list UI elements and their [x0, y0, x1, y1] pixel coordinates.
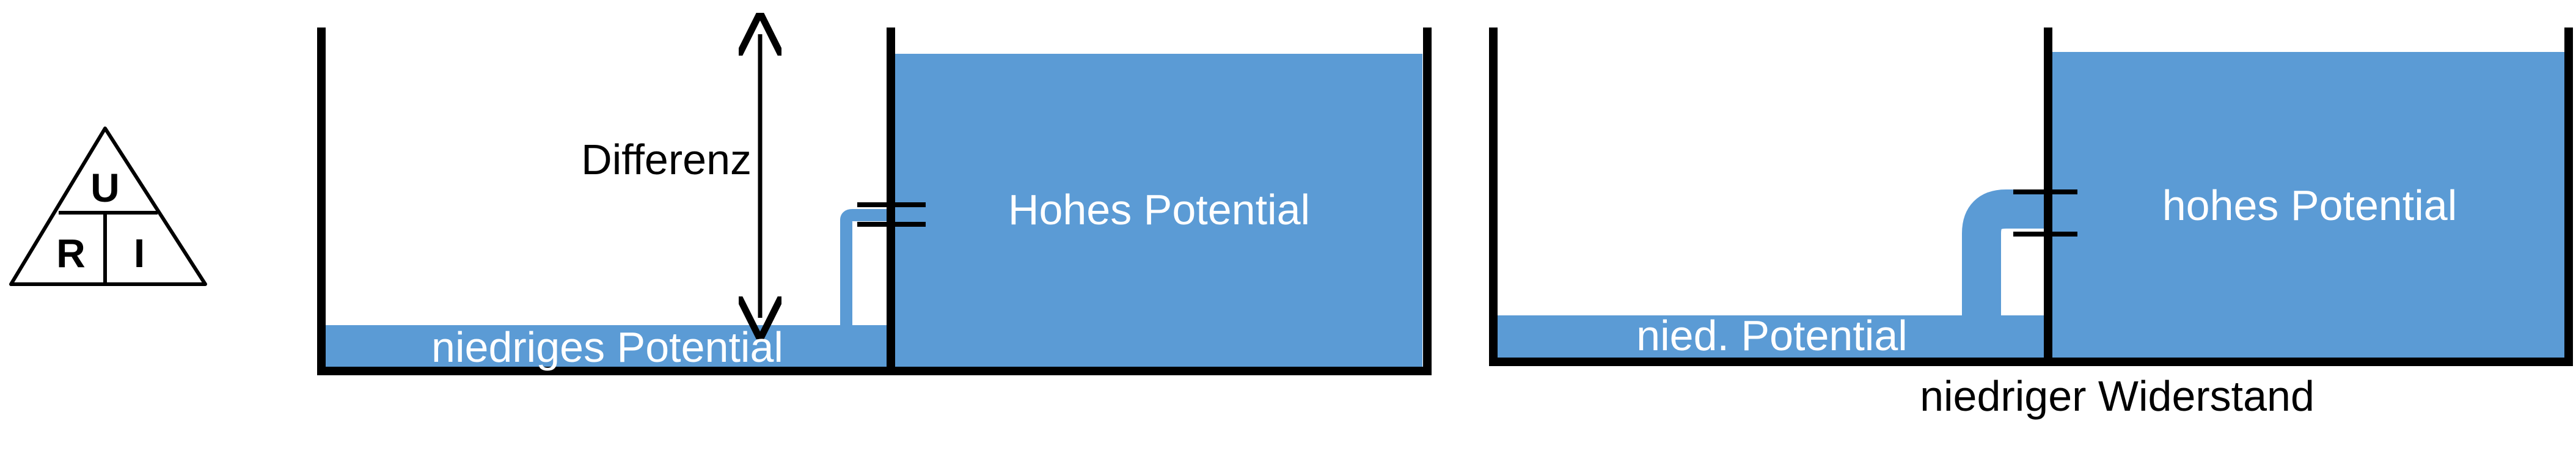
- triangle-letter-u: U: [90, 165, 120, 210]
- triangle-outline: [9, 127, 207, 286]
- right-caption: niedriger Widerstand: [1920, 372, 2314, 420]
- left-low-water: [326, 325, 889, 368]
- left-high-label: Hohes Potential: [1008, 186, 1310, 233]
- right-diagram: hohes Potential nied. Potential niedrige…: [1489, 28, 2573, 420]
- left-high-water: [895, 54, 1422, 370]
- right-low-label: nied. Potential: [1636, 312, 1908, 359]
- left-thin-pipe: [840, 209, 891, 330]
- difference-label: Differenz: [581, 136, 752, 183]
- right-high-label: hohes Potential: [2162, 182, 2457, 229]
- triangle-letter-i: I: [134, 230, 145, 276]
- right-high-water: [2052, 52, 2569, 359]
- left-diagram: Differenz Hohes Potential niedriges Pote…: [317, 28, 1432, 375]
- left-low-label: niedriges Potential: [431, 323, 783, 371]
- right-low-water: [1498, 315, 2044, 358]
- uri-triangle: U R I: [9, 127, 207, 286]
- triangle-letter-r: R: [56, 230, 86, 276]
- right-thick-pipe: [1962, 189, 2048, 319]
